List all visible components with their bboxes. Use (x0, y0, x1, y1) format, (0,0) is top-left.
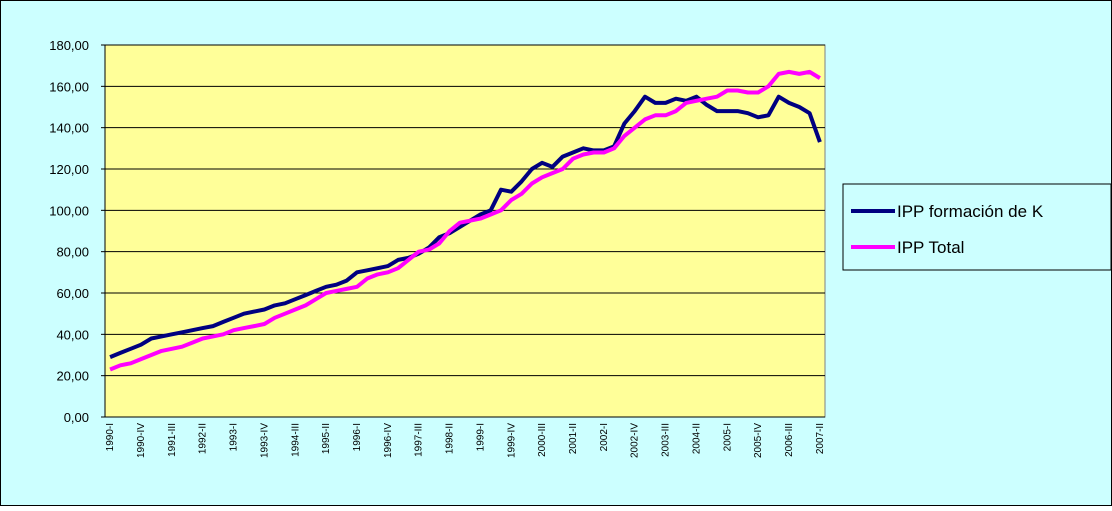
y-tick-label: 60,00 (56, 286, 89, 301)
y-tick-label: 0,00 (64, 410, 89, 425)
x-tick-label: 2007-II (815, 423, 826, 454)
y-tick-label: 120,00 (49, 162, 89, 177)
y-tick-label: 140,00 (49, 121, 89, 136)
x-tick-label: 1991-III (167, 423, 178, 457)
x-tick-label: 1992-II (198, 423, 209, 454)
x-tick-label: 1999-I (475, 423, 486, 451)
y-tick-label: 80,00 (56, 245, 89, 260)
x-tick-label: 1990-IV (136, 423, 147, 458)
x-tick-label: 1993-IV (259, 423, 270, 458)
y-tick-label: 160,00 (49, 79, 89, 94)
x-tick-label: 2002-IV (630, 423, 641, 458)
x-tick-label: 2003-III (661, 423, 672, 457)
x-tick-label: 1993-I (229, 423, 240, 451)
x-tick-label: 2004-II (691, 423, 702, 454)
series-line (109, 69, 821, 372)
x-tick-label: 1999-IV (506, 423, 517, 458)
x-tick-label: 2001-II (568, 423, 579, 454)
y-tick-label: 20,00 (56, 369, 89, 384)
x-tick-label: 2002-I (599, 423, 610, 451)
y-tick-label: 40,00 (56, 327, 89, 342)
x-tick-label: 2000-III (537, 423, 548, 457)
legend-label: IPP Total (897, 238, 964, 257)
x-tick-label: 2005-I (722, 423, 733, 451)
x-tick-label: 2005-IV (753, 423, 764, 458)
legend-label: IPP formación de K (897, 202, 1044, 221)
x-tick-label: 1990-I (105, 423, 116, 451)
x-tick-label: 1994-III (290, 423, 301, 457)
x-tick-label: 1997-III (414, 423, 425, 457)
x-tick-label: 1996-IV (383, 423, 394, 458)
x-tick-label: 2006-III (784, 423, 795, 457)
y-tick-label: 180,00 (49, 38, 89, 53)
x-tick-label: 1995-II (321, 423, 332, 454)
y-tick-label: 100,00 (49, 203, 89, 218)
legend (842, 183, 1112, 271)
x-tick-label: 1998-II (445, 423, 456, 454)
plot-area (104, 44, 826, 418)
x-tick-label: 1996-I (352, 423, 363, 451)
